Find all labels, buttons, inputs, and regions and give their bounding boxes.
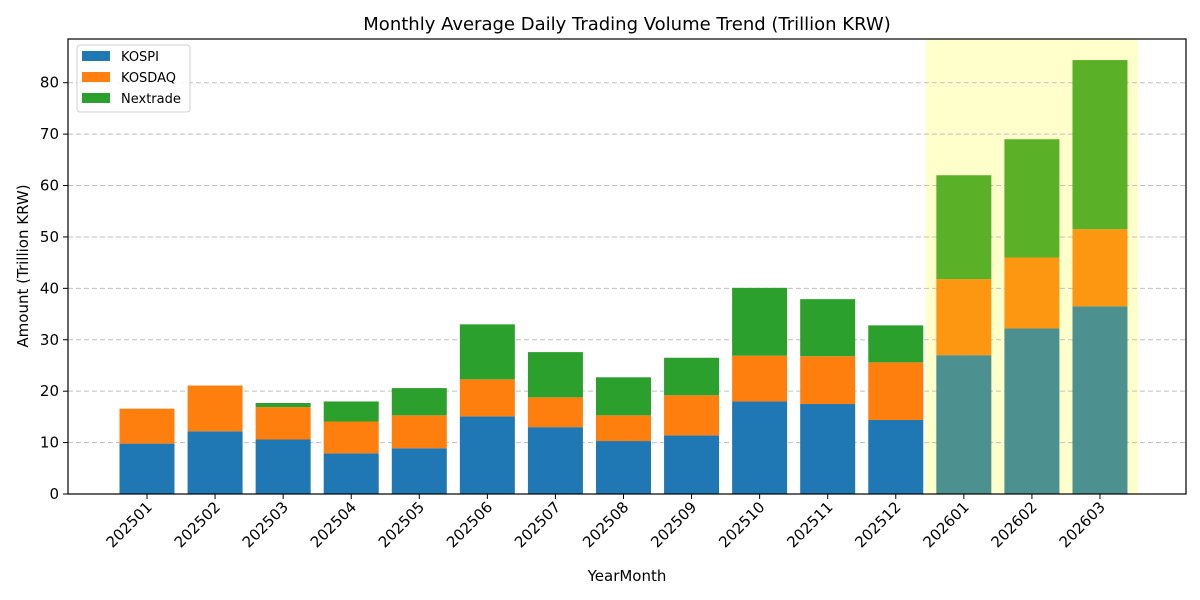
y-tick-label: 0 xyxy=(49,485,59,503)
y-tick-label: 60 xyxy=(40,177,59,195)
x-tick-label: 202509 xyxy=(647,498,700,551)
bar-nextrade-202504 xyxy=(323,401,379,422)
legend-label-kosdaq: KOSDAQ xyxy=(121,71,176,86)
chart-title: Monthly Average Daily Trading Volume Tre… xyxy=(363,14,890,35)
y-tick-label: 40 xyxy=(40,279,59,297)
bar-kosdaq-202507 xyxy=(527,397,583,428)
x-tick-label: 202511 xyxy=(783,498,836,551)
bar-kosdaq-202502 xyxy=(187,385,243,432)
axes-frame xyxy=(67,38,1187,495)
bar-kosdaq-202508 xyxy=(595,415,651,442)
y-tick-label: 20 xyxy=(40,382,59,400)
bar-kospi-202512 xyxy=(868,419,924,494)
bar-kospi-202509 xyxy=(664,435,720,494)
legend-swatch-nextrade xyxy=(82,93,110,103)
x-axis-label: YearMonth xyxy=(587,567,667,585)
y-axis-label: Amount (Trillion KRW) xyxy=(14,184,32,347)
x-tick-label: 202603 xyxy=(1056,498,1109,551)
y-tick-label: 30 xyxy=(40,331,59,349)
bar-kospi-202508 xyxy=(595,441,651,494)
x-tick-label: 202510 xyxy=(715,498,768,551)
bar-kospi-202502 xyxy=(187,431,243,494)
bar-kosdaq-202503 xyxy=(255,407,311,440)
bar-kosdaq-202509 xyxy=(664,395,720,436)
bar-kospi-202503 xyxy=(255,439,311,494)
x-tick-label: 202602 xyxy=(988,498,1041,551)
bar-nextrade-202511 xyxy=(800,299,856,357)
bar-kosdaq-202504 xyxy=(323,421,379,454)
bar-kospi-202505 xyxy=(391,448,447,494)
bar-kospi-202501 xyxy=(119,443,175,494)
legend-swatch-kosdaq xyxy=(82,72,110,82)
bar-kospi-202506 xyxy=(459,416,515,494)
bar-kospi-202603 xyxy=(1072,306,1128,494)
bar-kosdaq-202601 xyxy=(936,279,992,356)
bar-nextrade-202507 xyxy=(527,352,583,398)
bar-nextrade-202509 xyxy=(664,357,720,396)
bar-kosdaq-202603 xyxy=(1072,229,1128,307)
x-tick-label: 202508 xyxy=(579,498,632,551)
bar-nextrade-202505 xyxy=(391,388,447,416)
bar-kosdaq-202501 xyxy=(119,408,175,444)
legend-swatch-kospi xyxy=(82,51,110,61)
x-tick-label: 202502 xyxy=(171,498,224,551)
y-tick-label: 80 xyxy=(40,74,59,92)
bar-kosdaq-202602 xyxy=(1004,257,1060,329)
x-tick-label: 202601 xyxy=(919,498,972,551)
bar-nextrade-202510 xyxy=(732,287,788,356)
x-tick-label: 202501 xyxy=(103,498,156,551)
legend: KOSPI KOSDAQ Nextrade xyxy=(76,44,191,113)
bar-nextrade-202601 xyxy=(936,175,992,280)
bar-kospi-202511 xyxy=(800,404,856,494)
x-tick-label: 202512 xyxy=(851,498,904,551)
x-tick-label: 202504 xyxy=(307,498,360,551)
x-tick-label: 202505 xyxy=(375,498,428,551)
y-tick-label: 50 xyxy=(40,228,59,246)
x-tick-label: 202507 xyxy=(511,498,564,551)
bar-nextrade-202508 xyxy=(595,377,651,416)
bar-kosdaq-202510 xyxy=(732,355,788,402)
bar-nextrade-202512 xyxy=(868,325,924,363)
bar-nextrade-202506 xyxy=(459,324,515,380)
bar-kospi-202602 xyxy=(1004,328,1060,494)
legend-label-nextrade: Nextrade xyxy=(121,92,181,107)
bar-nextrade-202503 xyxy=(255,403,311,408)
bar-kospi-202601 xyxy=(936,355,992,494)
x-tick-label: 202506 xyxy=(443,498,496,551)
x-tick-label: 202503 xyxy=(239,498,292,551)
bar-nextrade-202603 xyxy=(1072,60,1128,230)
bar-kospi-202510 xyxy=(732,401,788,494)
bar-kosdaq-202505 xyxy=(391,415,447,449)
y-tick-label: 70 xyxy=(40,125,59,143)
bar-kosdaq-202506 xyxy=(459,379,515,417)
y-tick-label: 10 xyxy=(40,434,59,452)
bar-kosdaq-202512 xyxy=(868,362,924,420)
bar-kospi-202507 xyxy=(527,427,583,494)
legend-label-kospi: KOSPI xyxy=(121,50,159,65)
plot-area: 0 10 20 30 40 50 60 70 80 202501 202502 202503 20250… xyxy=(40,38,1187,551)
bar-kospi-202504 xyxy=(323,453,379,494)
bar-kosdaq-202511 xyxy=(800,356,856,405)
bar-nextrade-202602 xyxy=(1004,139,1060,258)
